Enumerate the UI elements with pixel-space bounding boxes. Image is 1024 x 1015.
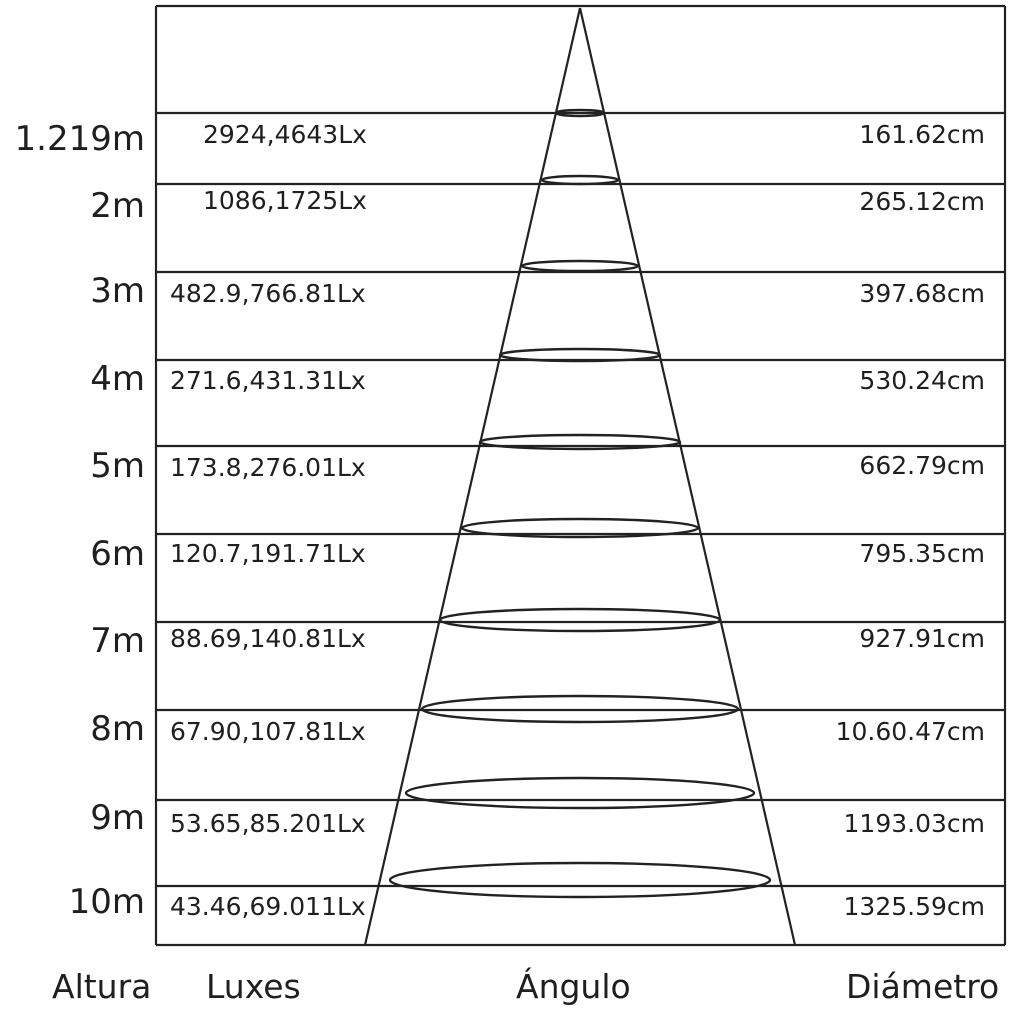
diameter-value: 662.79cm — [859, 451, 985, 480]
lux-value: 43.46,69.011Lx — [170, 892, 366, 921]
diameter-value: 265.12cm — [859, 187, 985, 216]
diametro-label: Diámetro — [846, 967, 999, 1006]
lux-value: 2924,4643Lx — [203, 120, 367, 149]
row-separator-lines — [156, 111, 1005, 888]
height-label: 1.219m — [15, 119, 145, 159]
beam-ellipse-6 — [460, 517, 700, 539]
lux-value: 1086,1725Lx — [203, 186, 367, 215]
diameter-value: 1193.03cm — [844, 809, 985, 838]
height-label: 5m — [90, 446, 145, 486]
altura-label: Altura — [52, 967, 151, 1006]
diameter-value: 397.68cm — [859, 279, 985, 308]
beam-ellipse-8 — [420, 694, 740, 724]
diameter-value: 530.24cm — [859, 366, 985, 395]
height-label: 8m — [90, 709, 145, 749]
diameter-value: 161.62cm — [859, 120, 985, 149]
lux-value: 53.65,85.201Lx — [170, 809, 366, 838]
lux-value: 271.6,431.31Lx — [170, 366, 366, 395]
beam-ellipse-1 — [554, 108, 606, 118]
beam-left-edge — [363, 7, 582, 946]
diameter-value: 795.35cm — [859, 539, 985, 568]
height-label: 9m — [90, 798, 145, 838]
lux-value: 120.7,191.71Lx — [170, 539, 366, 568]
beam-ellipse-10 — [388, 861, 772, 899]
height-label: 7m — [90, 621, 145, 661]
diameter-value: 1325.59cm — [844, 892, 985, 921]
beam-ellipse-9 — [404, 776, 756, 810]
height-label: 2m — [90, 186, 145, 226]
beam-ellipse-5 — [478, 433, 682, 451]
angulo-label: Ángulo — [516, 966, 631, 1006]
beam-right-edge — [578, 7, 797, 946]
beam-ellipses — [388, 108, 772, 899]
lux-value: 482.9,766.81Lx — [170, 279, 366, 308]
beam-ellipse-2 — [540, 174, 620, 186]
lux-value: 88.69,140.81Lx — [170, 624, 366, 653]
height-label: 6m — [90, 534, 145, 574]
luxes-label: Luxes — [206, 967, 301, 1006]
height-label: 10m — [69, 882, 145, 922]
height-label: 4m — [90, 359, 145, 399]
beam-ellipse-3 — [520, 259, 640, 273]
beam-ellipse-7 — [438, 607, 722, 633]
diameter-value: 10.60.47cm — [836, 717, 985, 746]
height-label: 3m — [90, 271, 145, 311]
row-labels: 1.219m 2924,4643Lx 161.62cm 2m 1086,1725Lx 26… — [15, 119, 985, 922]
diameter-value: 927.91cm — [859, 624, 985, 653]
lux-value: 173.8,276.01Lx — [170, 453, 366, 482]
lux-value: 67.90,107.81Lx — [170, 717, 366, 746]
beam-ellipse-4 — [498, 347, 662, 363]
